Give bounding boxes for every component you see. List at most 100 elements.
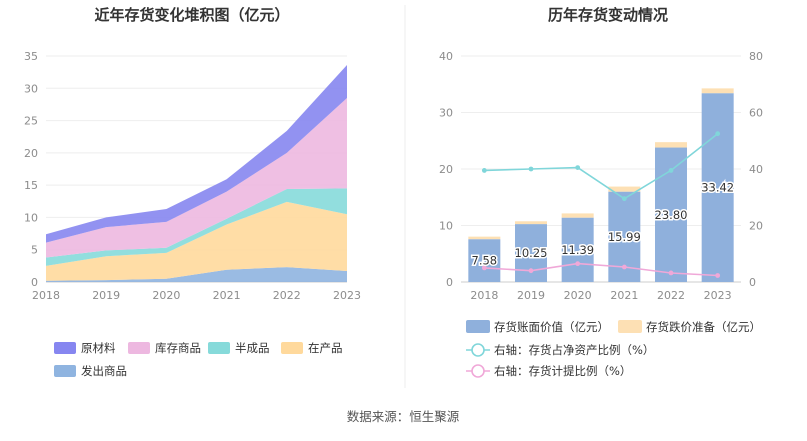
right-y2-tick-20: 20 (749, 220, 763, 233)
left-y-tick-10: 10 (24, 211, 38, 224)
right-x-tick-2022: 2022 (657, 289, 685, 302)
bar-book-value-2018 (468, 239, 501, 282)
line-ratio_line (484, 133, 719, 200)
legend-label-goods_in_stock: 库存商品 (155, 341, 201, 355)
right-bar-series (468, 88, 734, 282)
point-provision_line-2023 (715, 273, 721, 278)
area-wip (46, 201, 347, 281)
left-x-tick-2018: 2018 (32, 289, 60, 302)
legend-swatch-raw_material (54, 342, 76, 354)
point-ratio_line-2022 (668, 168, 674, 173)
legend-marker-provision_line (471, 364, 485, 378)
legend-swatch-wip (281, 342, 303, 354)
right-y2-tick-80: 80 (749, 50, 763, 63)
right-y-tick-40: 40 (439, 50, 453, 63)
point-ratio_line-2018 (481, 168, 487, 173)
bar-impairment-2022 (655, 142, 687, 148)
right-gridlines (461, 55, 741, 283)
right-x-tick-labels: 2018 2019 2020 2021 2022 2023 (470, 289, 731, 302)
bar-impairment-2021 (608, 186, 641, 192)
left-y-tick-0: 0 (31, 276, 38, 289)
bar-impairment-2020 (561, 213, 594, 218)
left-x-tick-2021: 2021 (213, 289, 241, 302)
right-y2-tick-40: 40 (749, 163, 763, 176)
bar-label-2022: 23.80 (655, 208, 688, 222)
legend-swatch-semi_finished (208, 342, 230, 354)
source-note: 数据来源：恒生聚源 (347, 409, 460, 424)
right-legend: 存货账面价值（亿元） 存货跌价准备（亿元） 右轴：存货占净资产比例（%） 右轴：存货计… (466, 320, 761, 378)
point-ratio_line-2020 (575, 165, 581, 170)
left-y-tick-35: 35 (24, 50, 38, 63)
right-y-tick-30: 30 (439, 107, 453, 120)
left-x-tick-labels: 2018 2019 2020 2021 2022 2023 (32, 289, 361, 302)
legend-label-goods_shipped: 发出商品 (81, 364, 127, 378)
bar-impairment-2019 (515, 221, 547, 225)
right-y-tick-20: 20 (439, 163, 453, 176)
right-y-tick-labels: 0 10 20 30 40 (439, 50, 453, 289)
area-semi_finished (46, 188, 347, 266)
bar-impairment-2023 (701, 88, 734, 94)
point-ratio_line-2021 (621, 196, 627, 202)
point-provision_line-2018 (481, 265, 487, 271)
area-goods_in_stock (46, 98, 347, 258)
left-chart-title: 近年存货变化堆积图（亿元） (94, 6, 289, 24)
left-chart: 近年存货变化堆积图（亿元） 0 5 10 15 20 25 30 35 2018 2019 202… (24, 6, 361, 378)
bar-label-2023: 33.42 (701, 181, 734, 195)
right-line-series (481, 131, 721, 278)
point-provision_line-2019 (528, 268, 534, 274)
right-bar-labels: 7.58 10.25 11.39 15.99 23.80 33.42 (470, 179, 736, 269)
bar-book-value-2023 (701, 93, 734, 282)
legend-label-wip: 在产品 (308, 341, 343, 355)
right-x-tick-2019: 2019 (517, 289, 545, 302)
point-provision_line-2022 (668, 270, 674, 276)
legend-label-semi_finished: 半成品 (235, 341, 270, 355)
left-x-tick-2023: 2023 (333, 289, 361, 302)
legend-swatch-goods_in_stock (128, 342, 150, 354)
left-y-tick-5: 5 (31, 244, 38, 257)
legend-label-raw_material: 原材料 (81, 341, 116, 355)
right-x-tick-2023: 2023 (704, 289, 732, 302)
right-chart-title: 历年存货变动情况 (548, 6, 668, 24)
area-goods_shipped (46, 267, 347, 282)
legend-label-book-value: 存货账面价值（亿元） (494, 320, 609, 334)
legend-label-ratio_line: 右轴：存货占净资产比例（%） (494, 343, 654, 357)
bar-impairment-2018 (468, 236, 501, 240)
left-y-tick-30: 30 (24, 82, 38, 95)
right-chart: 历年存货变动情况 7.58 10.25 11.39 15.99 23.80 33.42 0… (439, 6, 763, 378)
legend-swatch-goods_shipped (54, 365, 76, 377)
right-x-tick-2020: 2020 (564, 289, 592, 302)
line-provision_line (484, 262, 718, 277)
bar-label-2019: 10.25 (515, 246, 548, 260)
right-y-tick-0: 0 (446, 276, 453, 289)
point-ratio_line-2023 (715, 131, 721, 137)
point-provision_line-2021 (621, 264, 627, 270)
legend-swatch-impairment (618, 320, 642, 333)
bar-label-2020: 11.39 (561, 243, 594, 257)
point-ratio_line-2019 (528, 166, 534, 172)
left-y-tick-20: 20 (24, 147, 38, 160)
right-y-tick-10: 10 (439, 220, 453, 233)
legend-label-provision_line: 右轴：存货计提比例（%） (494, 364, 631, 378)
point-provision_line-2020 (575, 261, 581, 267)
left-x-tick-2022: 2022 (273, 289, 301, 302)
right-y2-tick-0: 0 (749, 276, 756, 289)
legend-marker-ratio_line (471, 343, 485, 357)
left-x-tick-2019: 2019 (92, 289, 120, 302)
right-x-tick-2018: 2018 (470, 289, 498, 302)
left-x-tick-2020: 2020 (152, 289, 180, 302)
left-area-series (46, 65, 347, 282)
bar-label-2018: 7.58 (472, 254, 498, 268)
bar-book-value-2020 (561, 217, 594, 282)
right-x-tick-2021: 2021 (610, 289, 638, 302)
legend-label-impairment: 存货跌价准备（亿元） (646, 320, 761, 334)
left-y-tick-15: 15 (24, 179, 38, 192)
left-y-tick-25: 25 (24, 115, 38, 128)
right-y2-tick-labels: 0 20 40 60 80 (749, 50, 763, 289)
left-y-tick-labels: 0 5 10 15 20 25 30 35 (24, 50, 38, 289)
legend-swatch-book-value (466, 320, 490, 333)
right-y2-tick-60: 60 (749, 107, 763, 120)
bar-label-2021: 15.99 (608, 230, 641, 244)
